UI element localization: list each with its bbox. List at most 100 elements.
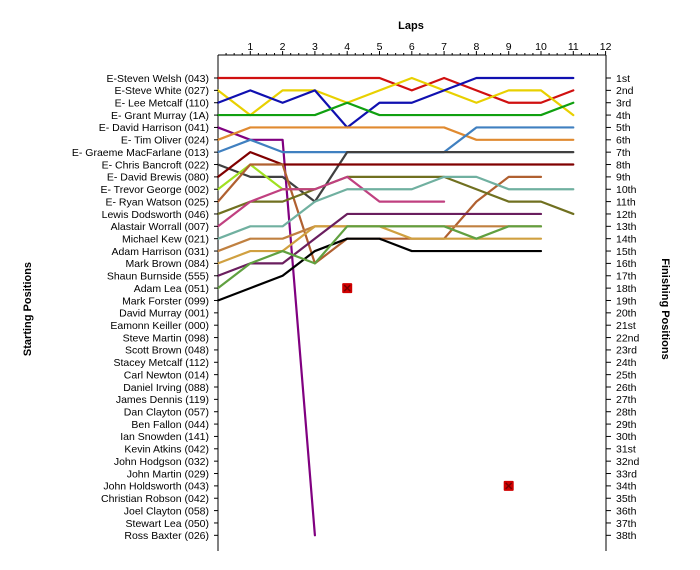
- starting-position-label: E- Graeme MacFarlane (013): [72, 147, 209, 159]
- lap-tick-label: 2: [280, 41, 286, 53]
- starting-position-label: Lewis Dodsworth (046): [102, 209, 209, 221]
- series-line-2: [216, 76, 575, 117]
- finishing-position-label: 17th: [616, 271, 637, 283]
- starting-position-label: E- David Brewis (080): [107, 172, 209, 184]
- series-line-9: [216, 151, 575, 178]
- lap-tick-label: 5: [377, 41, 383, 53]
- finishing-position-label: 32nd: [616, 456, 640, 468]
- right-axis-title: Finishing Positions: [659, 258, 671, 359]
- starting-position-label: Adam Lea (051): [134, 283, 209, 295]
- starting-position-label: Ian Snowden (141): [120, 431, 209, 443]
- series-line-12: [216, 175, 575, 216]
- finishing-position-label: 38th: [616, 530, 637, 542]
- finishing-position-label: 15th: [616, 246, 637, 258]
- starting-position-label: Michael Kew (021): [122, 233, 209, 245]
- starting-position-label: E- Trevor George (002): [100, 184, 209, 196]
- starting-position-label: E- Lee Metcalf (110): [115, 98, 209, 110]
- retired-marker: [503, 480, 514, 491]
- finishing-position-label: 34th: [616, 481, 637, 493]
- finishing-position-label: 37th: [616, 518, 637, 530]
- finishing-position-label: 24th: [616, 357, 637, 369]
- finishing-position-label: 35th: [616, 493, 637, 505]
- finishing-position-label: 14th: [616, 233, 637, 245]
- starting-position-label: Steve Martin (098): [123, 332, 209, 344]
- starting-position-label: John Holdsworth (043): [103, 481, 209, 493]
- finishing-position-label: 33rd: [616, 468, 637, 480]
- finishing-position-label: 25th: [616, 369, 637, 381]
- finishing-position-label: 28th: [616, 407, 637, 419]
- starting-position-label: James Dennis (119): [116, 394, 209, 406]
- starting-position-label: Shaun Burnside (555): [107, 271, 209, 283]
- starting-position-label: John Martin (029): [127, 468, 209, 480]
- series-line-18: [216, 212, 543, 277]
- finishing-position-label: 31st: [616, 444, 636, 456]
- lap-tick-label: 12: [600, 41, 612, 53]
- lap-tick-labels: 1 2 3 4 5 6 7 8 9 10 11 12: [225, 41, 612, 55]
- finishing-position-label: 4th: [616, 110, 631, 122]
- finishing-position-labels: 1st2nd3rd4th5th6th7th8th9th10th11th12th1…: [606, 73, 640, 542]
- starting-position-label: Mark Forster (099): [122, 295, 209, 307]
- finishing-position-label: 10th: [616, 184, 637, 196]
- finishing-position-label: 2nd: [616, 85, 634, 97]
- finishing-position-label: 22nd: [616, 332, 640, 344]
- axes: [217, 54, 607, 551]
- finishing-position-label: 23rd: [616, 345, 637, 357]
- starting-position-labels: E-Steven Welsh (043)E-Steve White (027)E…: [72, 73, 218, 542]
- series-line-17: [216, 237, 543, 302]
- lap-tick-label: 1: [247, 41, 253, 53]
- finishing-position-label: 30th: [616, 431, 637, 443]
- finishing-position-label: 29th: [616, 419, 637, 431]
- starting-position-label: Daniel Irving (088): [123, 382, 209, 394]
- finishing-position-label: 13th: [616, 221, 637, 233]
- starting-position-label: Ben Fallon (044): [131, 419, 209, 431]
- finishing-position-label: 12th: [616, 209, 637, 221]
- series-line-14: [216, 175, 575, 240]
- starting-position-label: Kevin Atkins (042): [124, 444, 209, 456]
- finishing-position-label: 36th: [616, 505, 637, 517]
- series-line-13: [216, 175, 446, 228]
- starting-position-label: Scott Brown (048): [125, 345, 209, 357]
- finishing-position-label: 6th: [616, 135, 631, 147]
- series-line-8: [216, 151, 575, 203]
- starting-position-label: Stewart Lea (050): [126, 518, 209, 530]
- lap-tick-label: 11: [568, 41, 579, 53]
- marker-layer: [342, 283, 514, 491]
- starting-position-label: Joel Clayton (058): [124, 505, 209, 517]
- starting-position-label: John Hodgson (032): [114, 456, 209, 468]
- series-line-6: [216, 126, 575, 141]
- starting-position-label: Carl Newton (014): [124, 369, 209, 381]
- starting-position-label: E- David Harrison (041): [99, 122, 209, 134]
- finishing-position-label: 27th: [616, 394, 637, 406]
- starting-position-label: E- Chris Bancroft (022): [102, 159, 209, 171]
- starting-position-label: Adam Harrison (031): [112, 246, 209, 258]
- starting-position-label: E- Grant Murray (1A): [111, 110, 209, 122]
- starting-position-label: Christian Robson (042): [101, 493, 209, 505]
- lap-tick-label: 10: [535, 41, 547, 53]
- finishing-position-label: 3rd: [616, 98, 631, 110]
- finishing-position-label: 5th: [616, 122, 631, 134]
- lap-tick-label: 4: [344, 41, 350, 53]
- finishing-position-label: 26th: [616, 382, 637, 394]
- retired-marker: [342, 283, 353, 294]
- lap-tick-label: 3: [312, 41, 318, 53]
- series-layer: [216, 76, 575, 537]
- left-axis-title: Starting Positions: [22, 262, 34, 356]
- starting-position-label: E- Tim Oliver (024): [121, 135, 209, 147]
- retired-marker-cross: [505, 482, 513, 490]
- series-line-3: [216, 76, 575, 129]
- starting-position-label: Ross Baxter (026): [124, 530, 209, 542]
- series-line-19: [216, 225, 543, 290]
- finishing-position-label: 1st: [616, 73, 630, 85]
- retired-marker-cross: [343, 284, 351, 292]
- starting-position-label: David Murray (001): [119, 308, 209, 320]
- starting-position-label: Dan Clayton (057): [124, 407, 209, 419]
- finishing-position-label: 19th: [616, 295, 637, 307]
- series-line-4: [216, 101, 575, 117]
- starting-position-label: Stacey Metcalf (112): [113, 357, 209, 369]
- lap-tick-label: 6: [409, 41, 415, 53]
- starting-position-label: Alastair Worrall (007): [111, 221, 209, 233]
- finishing-position-label: 18th: [616, 283, 637, 295]
- starting-position-label: E-Steven Welsh (043): [106, 73, 209, 85]
- starting-position-label: Mark Brown (084): [126, 258, 209, 270]
